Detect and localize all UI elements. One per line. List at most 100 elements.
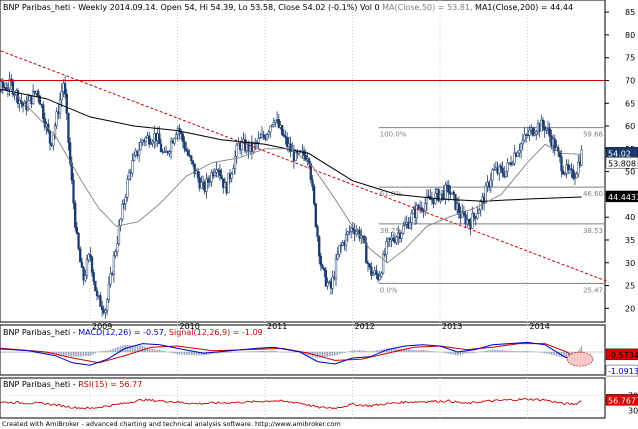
fib-value-label: 59.66 (583, 131, 604, 139)
candle-body (269, 125, 272, 133)
price-tick-label: 65 (625, 99, 635, 108)
macd-highlight (566, 351, 594, 367)
candle-body (270, 124, 274, 127)
candle-body (1, 81, 4, 88)
price-tick-label: 40 (625, 213, 635, 222)
price-tick-label: 75 (625, 54, 635, 63)
candle-body (70, 162, 73, 181)
candle-body (385, 241, 388, 255)
price-tick-label: 60 (625, 122, 635, 131)
candle-body (521, 140, 524, 145)
candle-body (553, 138, 556, 151)
price-tick-label: 25 (625, 282, 635, 291)
candle-body (535, 131, 538, 135)
candle-body (84, 275, 87, 281)
candle-body (117, 225, 121, 244)
candle-body (541, 119, 545, 127)
candle-body (121, 204, 124, 220)
candle-body (318, 236, 321, 257)
rsi-badge: 56.7677 (608, 396, 638, 405)
price-tick-label: 20 (625, 304, 635, 313)
candle-body (402, 225, 405, 234)
candle-body (220, 175, 223, 179)
candle-body (100, 306, 104, 310)
candle-body (361, 235, 365, 237)
rsi-header: BNP Paribas_heti - RSI(15) = 56.77 (3, 380, 142, 389)
candle-body (77, 233, 80, 250)
macd-badge: -0.5734 (608, 351, 638, 360)
candle-body (531, 127, 535, 136)
candle-body (139, 141, 142, 151)
candle-body (230, 173, 233, 179)
candle-body (158, 133, 161, 145)
candle-body (262, 134, 265, 138)
candle-body (336, 254, 339, 260)
fib-percent-label: 61.8% (380, 190, 403, 198)
candle-body (80, 261, 84, 268)
candle-body (48, 131, 52, 144)
candle-body (516, 152, 519, 157)
candle-body (528, 130, 531, 136)
candle-body (257, 138, 260, 143)
candle-body (302, 150, 306, 156)
candle-body (439, 193, 442, 202)
year-label: 2009 (92, 322, 112, 331)
candle-body (82, 267, 85, 281)
rsi-line (0, 398, 582, 410)
candle-body (191, 160, 195, 165)
candle-body (190, 155, 193, 162)
candle-body (415, 205, 418, 218)
candle-body (381, 253, 385, 274)
candle-body (501, 167, 504, 174)
candle-body (489, 179, 492, 188)
candle-body (31, 90, 35, 104)
candle-body (346, 231, 349, 235)
candle-body (334, 258, 338, 279)
candle-body (232, 168, 235, 175)
candle-body (331, 276, 334, 289)
fibonacci-levels: 100.0% 59.66 61.8% 46.60 38.2% 38.53 0.0% 25.47 (378, 127, 605, 294)
candle-body (90, 256, 94, 273)
candle-body (213, 172, 217, 177)
candle-body (196, 171, 200, 179)
fib-value-label: 25.47 (583, 286, 603, 294)
ma50-line (0, 77, 582, 264)
candle-body (107, 283, 110, 301)
candle-body (375, 270, 378, 275)
candle-body (573, 177, 577, 179)
candle-body (210, 172, 213, 182)
candle-body (277, 119, 280, 128)
candle-body (53, 125, 57, 136)
candle-body (577, 161, 580, 175)
candle-body (259, 137, 262, 139)
candle-body (106, 299, 109, 311)
candle-body (338, 245, 341, 255)
candle-body (42, 104, 45, 120)
ma50-badge: 53.808 (608, 159, 636, 168)
candle-body (339, 244, 343, 247)
price-tick-label: 30 (625, 259, 635, 268)
candle-body (316, 226, 319, 238)
candle-body (282, 134, 285, 137)
candle-body (281, 125, 284, 135)
candle-body (518, 150, 521, 154)
trendline (0, 50, 607, 282)
candle-body (67, 112, 70, 143)
candle-body (175, 134, 178, 139)
candle-body (484, 185, 487, 204)
ma200-badge-bg (605, 190, 638, 203)
year-label: 2010 (180, 322, 200, 331)
candle-body (454, 194, 457, 210)
candle-body (417, 205, 420, 209)
candle-body (112, 255, 116, 275)
candle-body (476, 213, 479, 219)
candle-body (116, 243, 119, 252)
candle-body (326, 282, 329, 287)
fib-percent-label: 0.0% (380, 286, 398, 294)
candle-body (233, 156, 237, 169)
price-tick-label: 35 (625, 236, 635, 245)
candle-body (467, 219, 471, 223)
candle-body (344, 234, 348, 246)
macd-header: BNP Paribas_heti - MACD(12,26) = -0.57, … (3, 328, 263, 337)
candle-body (272, 122, 275, 126)
